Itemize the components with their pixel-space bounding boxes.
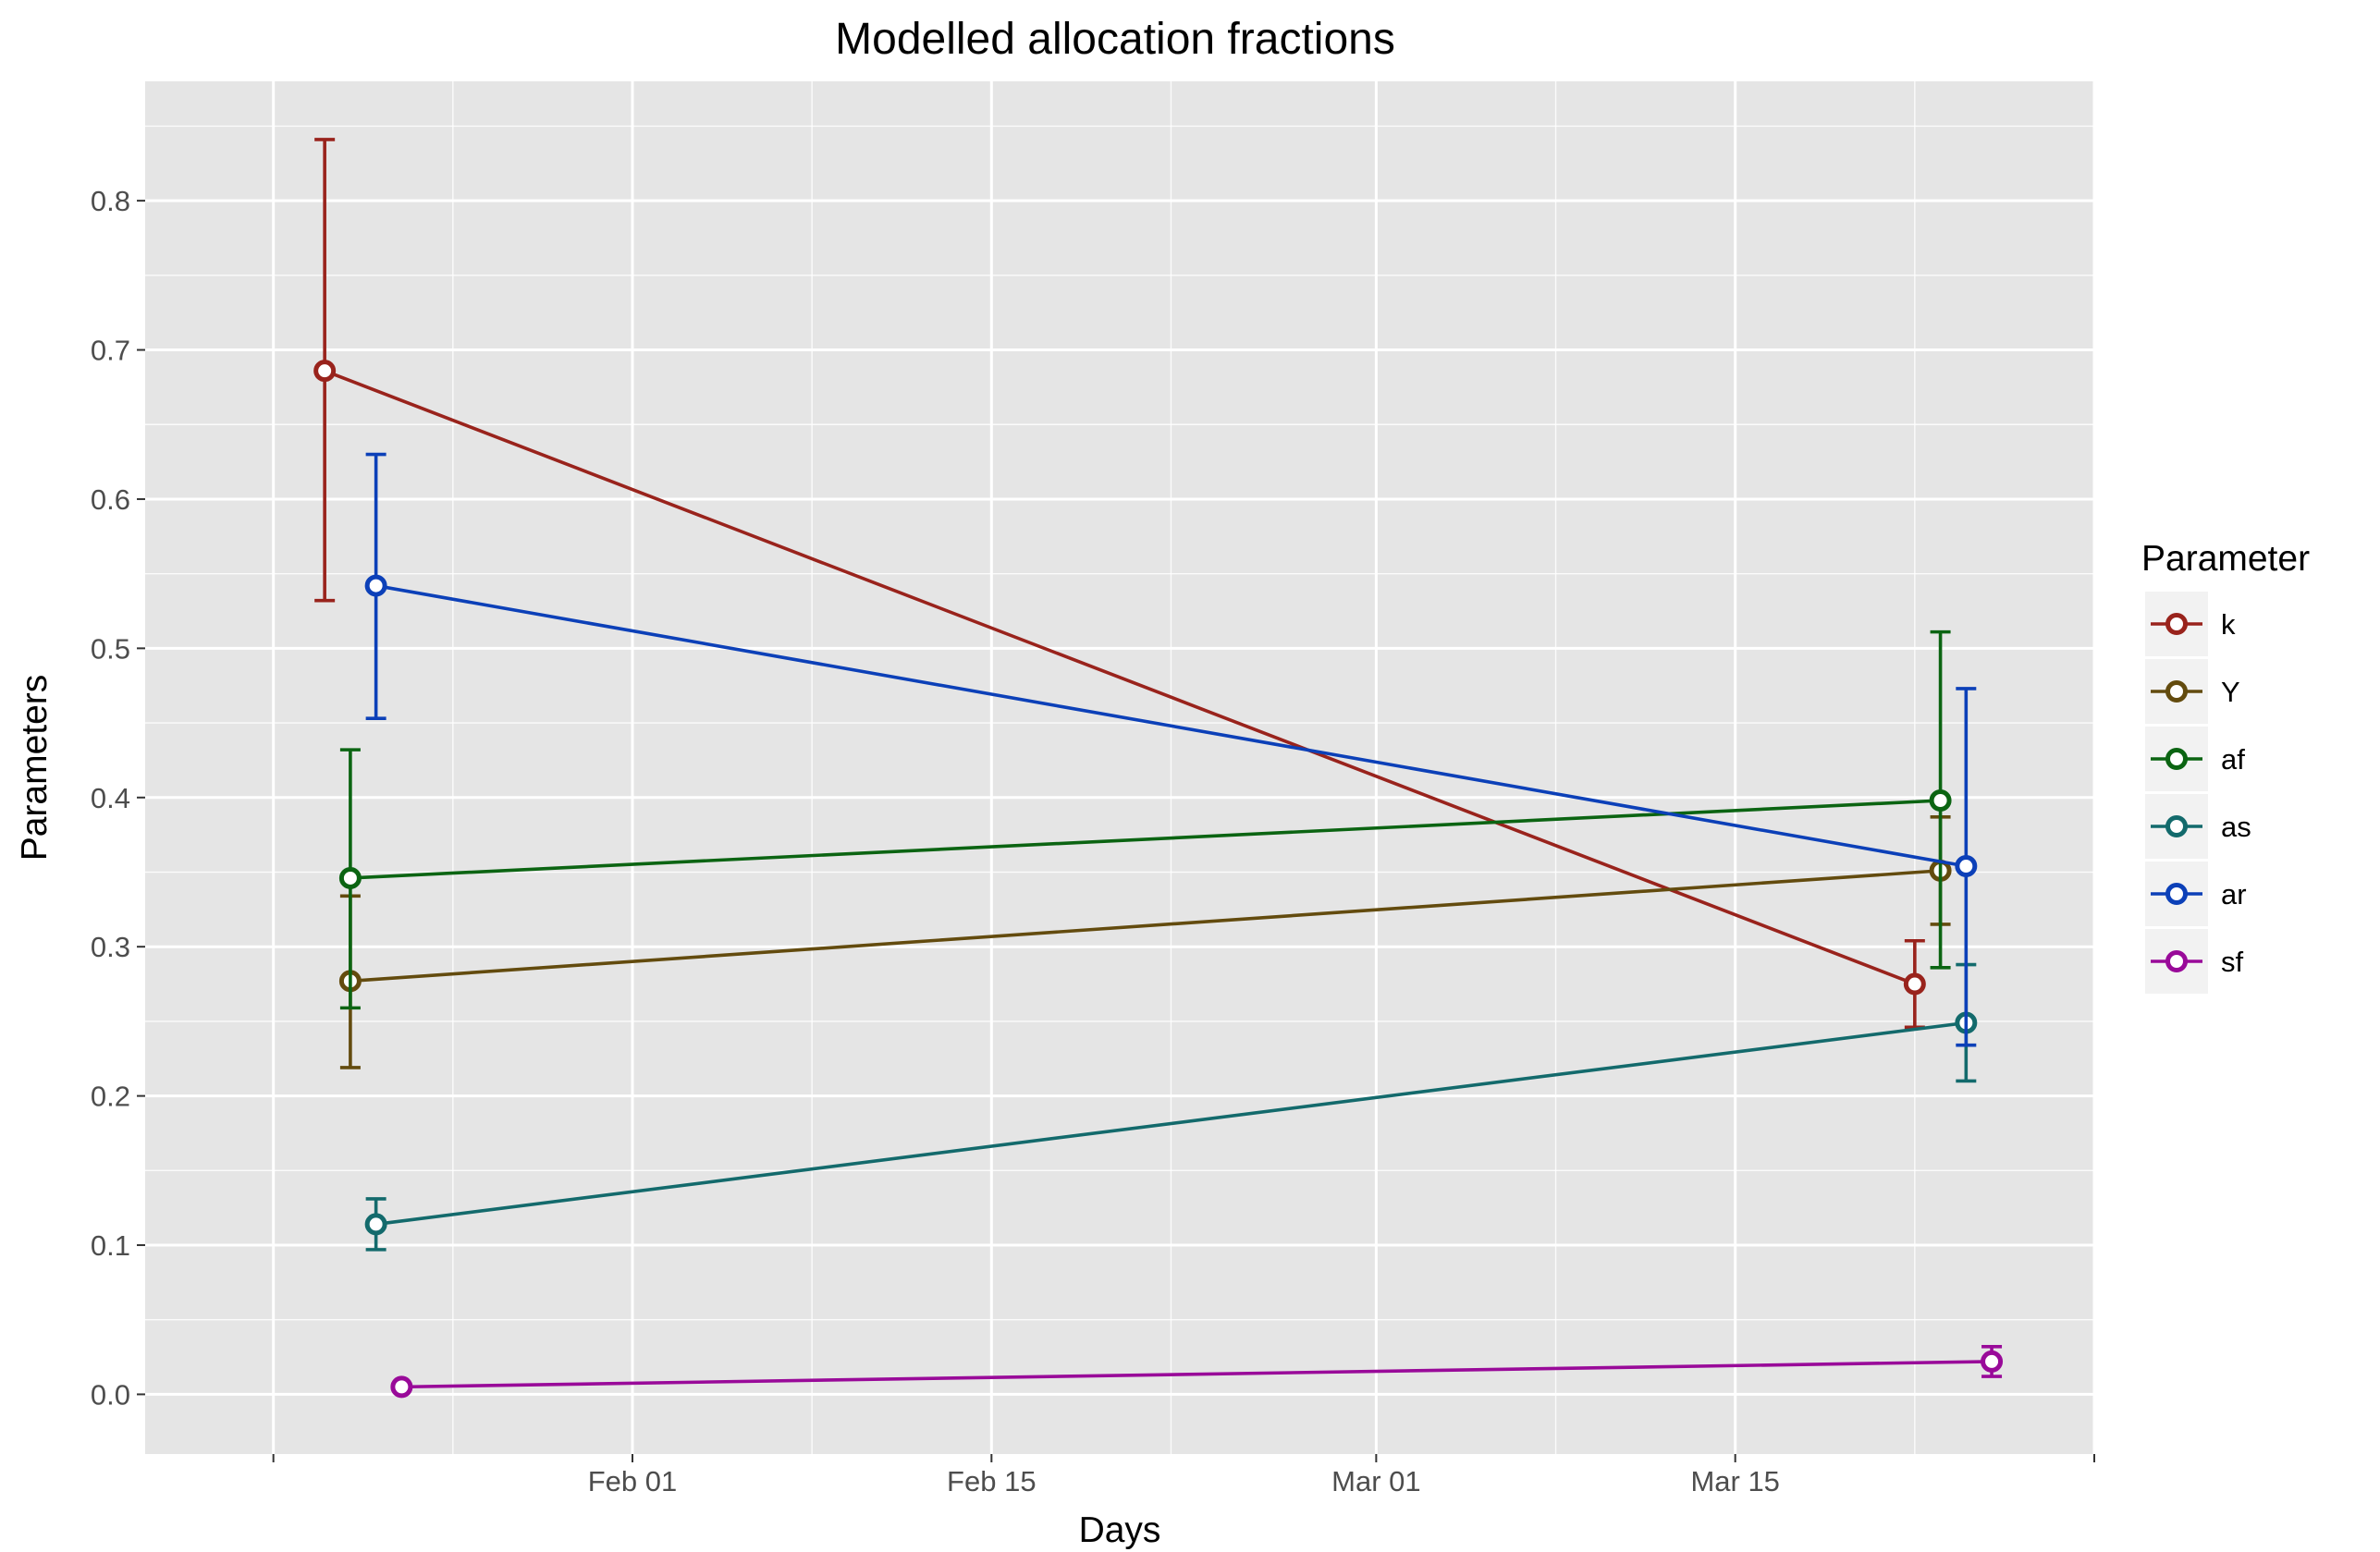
data-point	[364, 574, 387, 597]
plot-panel	[145, 81, 2094, 1454]
data-point	[364, 1213, 387, 1236]
data-point	[338, 866, 362, 889]
y-tick-label: 0.5	[91, 632, 130, 665]
data-point	[313, 360, 337, 383]
legend-title: Parameter	[2141, 539, 2310, 579]
y-tick-label: 0.1	[91, 1229, 130, 1262]
legend: Parameter k Yaf as ar sf	[2141, 539, 2310, 994]
legend-label: af	[2221, 743, 2245, 776]
x-axis: Feb 01 Feb 15 Mar 01 Mar 15	[272, 1454, 2095, 1497]
data-point	[390, 1375, 413, 1399]
legend-label: k	[2221, 608, 2236, 641]
series-line	[375, 583, 1967, 868]
legend-key-point	[2165, 680, 2188, 703]
series-layer	[313, 138, 2004, 1399]
data-point	[1955, 855, 1978, 878]
x-tick-label: Feb 15	[947, 1465, 1037, 1497]
y-axis: 0.0 0.1 0.2 0.3 0.4 0.5 0.6 0.7 0.8	[91, 185, 145, 1411]
legend-item-Y: Y	[2145, 659, 2240, 724]
y-tick-label: 0.0	[91, 1378, 130, 1411]
legend-label: as	[2221, 811, 2251, 843]
y-tick-label: 0.4	[91, 782, 130, 814]
data-point	[1903, 972, 1926, 996]
series-line	[324, 369, 1916, 986]
legend-item-sf: sf	[2145, 929, 2244, 994]
series-ar	[364, 452, 1978, 1047]
legend-key-point	[2165, 815, 2188, 837]
data-point	[1981, 1350, 2004, 1373]
y-tick-label: 0.6	[91, 483, 130, 516]
x-tick-label: Feb 01	[588, 1465, 678, 1497]
y-tick-label: 0.2	[91, 1081, 130, 1113]
series-sf	[390, 1344, 2004, 1399]
legend-item-as: as	[2145, 794, 2251, 859]
x-tick-label: Mar 15	[1690, 1465, 1779, 1497]
legend-label: Y	[2221, 676, 2240, 708]
grid-major	[145, 81, 2096, 1454]
legend-key-point	[2165, 883, 2188, 905]
y-tick-label: 0.3	[91, 931, 130, 963]
legend-item-ar: ar	[2145, 862, 2247, 926]
y-tick-label: 0.7	[91, 335, 130, 367]
grid-minor	[145, 81, 2094, 1454]
y-tick-label: 0.8	[91, 185, 130, 217]
legend-key-point	[2165, 613, 2188, 635]
legend-item-af: af	[2145, 727, 2245, 791]
y-axis-title: Parameters	[15, 675, 55, 862]
data-point	[1929, 789, 1952, 813]
series-line	[350, 869, 1941, 984]
x-tick-label: Mar 01	[1331, 1465, 1420, 1497]
x-axis-title: Days	[1079, 1510, 1161, 1550]
legend-label: sf	[2221, 946, 2244, 978]
legend-key-point	[2165, 950, 2188, 972]
chart-title: Modelled allocation fractions	[835, 15, 1395, 64]
legend-item-k: k	[2145, 592, 2236, 656]
series-line	[375, 1020, 1967, 1227]
legend-key-point	[2165, 748, 2188, 770]
series-line	[401, 1360, 1993, 1389]
legend-label: ar	[2221, 878, 2247, 910]
